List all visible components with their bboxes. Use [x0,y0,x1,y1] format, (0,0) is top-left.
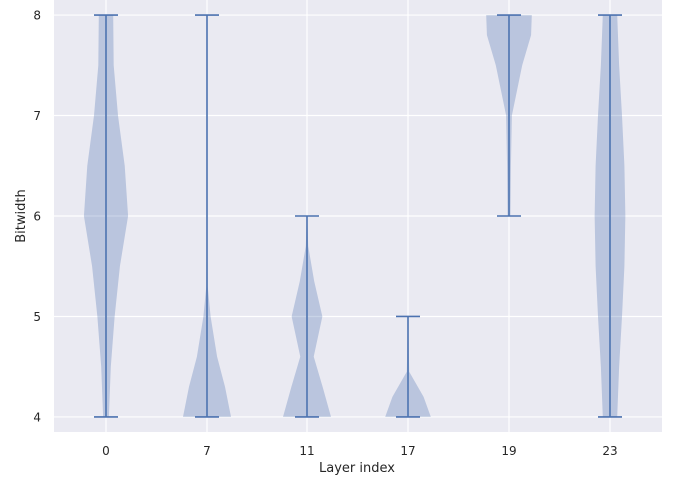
y-tick-label: 6 [33,210,41,224]
y-tick-label: 5 [33,310,41,324]
y-tick-label: 7 [33,109,41,123]
x-tick-label: 0 [102,444,110,458]
x-tick-label: 19 [501,444,516,458]
x-tick-label: 7 [203,444,211,458]
y-axis-label: Bitwidth [14,189,29,242]
x-tick-label: 17 [400,444,415,458]
tick-layer: 0 7 11 17 19 23 4 5 6 7 8 [33,9,617,458]
x-tick-label: 11 [299,444,314,458]
y-tick-label: 8 [33,9,41,23]
y-tick-label: 4 [33,410,41,424]
violin-layer [83,14,626,418]
x-tick-label: 23 [602,444,617,458]
x-axis-label: Layer index [319,461,395,476]
